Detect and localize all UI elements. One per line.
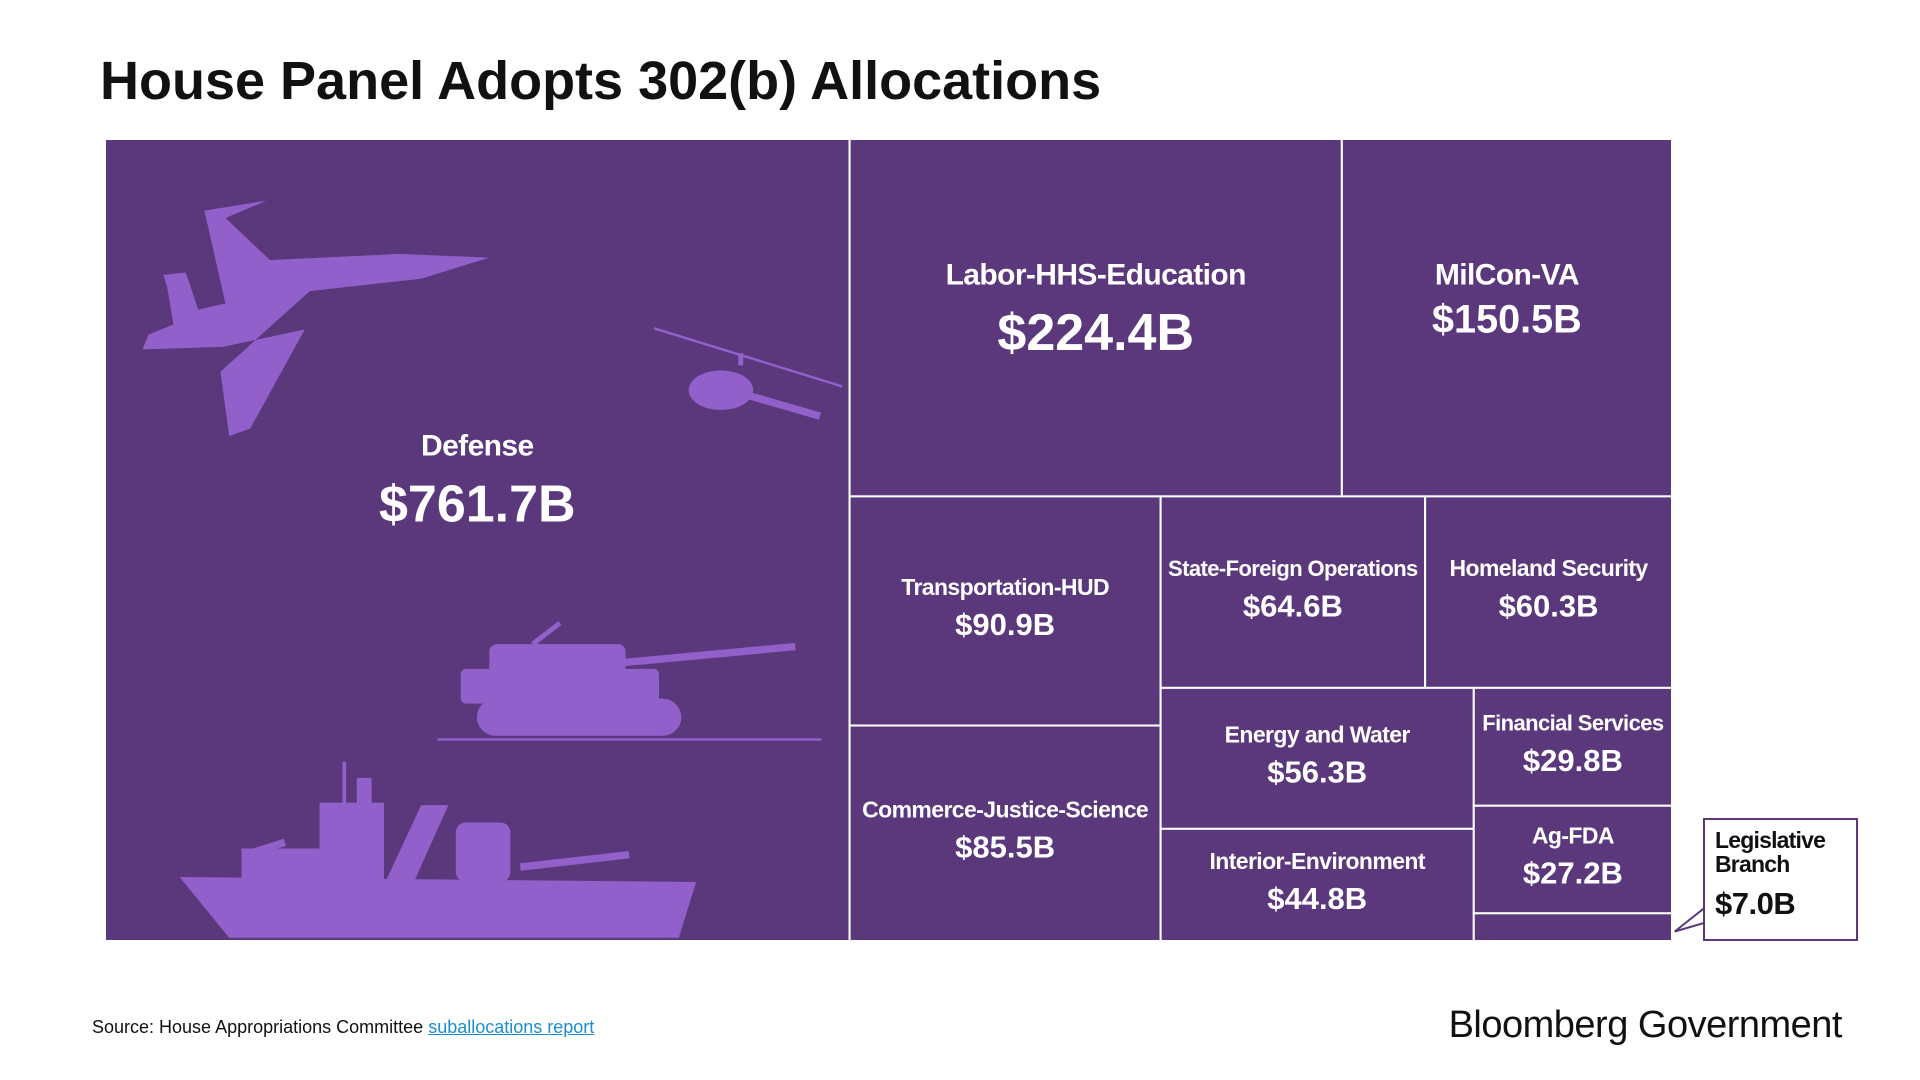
- callout-label: Legislative Branch: [1715, 827, 1826, 877]
- icons: [142, 200, 1706, 938]
- jet-icon: [142, 200, 490, 437]
- tile-label: Energy and Water: [1225, 721, 1411, 747]
- tile: [1472, 686, 1674, 807]
- tile-value: $85.5B: [955, 829, 1055, 864]
- tile-value: $224.4B: [997, 304, 1194, 362]
- tile-value: $64.6B: [1243, 588, 1343, 623]
- tile-value: $150.5B: [1432, 298, 1582, 342]
- brand: Bloomberg Government: [1448, 1004, 1843, 1046]
- tile-label: Defense: [421, 430, 534, 463]
- tile: [1472, 912, 1674, 942]
- callout-pointer: [1674, 905, 1706, 933]
- tank-icon: [437, 621, 822, 741]
- tile-value: $27.2B: [1523, 856, 1623, 891]
- tile-value: $29.8B: [1523, 743, 1623, 778]
- tile-label: Financial Services: [1482, 711, 1664, 736]
- tile-label: Interior-Environment: [1209, 848, 1425, 874]
- tiles: Defense $761.7B Labor-HHS-Education $224.4B…: [104, 138, 1674, 942]
- callout-value: $7.0B: [1715, 886, 1796, 921]
- tile-value: $90.9B: [955, 607, 1055, 642]
- tile: [1159, 686, 1475, 830]
- source-text: Source: House Appropriations Committee: [92, 1017, 424, 1037]
- tile-label: Labor-HHS-Education: [946, 259, 1246, 292]
- tile-label: Homeland Security: [1449, 555, 1648, 581]
- chart-title: House Panel Adopts 302(b) Allocations: [100, 51, 1102, 111]
- callout: Legislative Branch $7.0B: [1703, 818, 1858, 941]
- tile-label: MilCon-VA: [1435, 259, 1579, 292]
- tile-value: $56.3B: [1267, 755, 1367, 790]
- tile: [1159, 495, 1427, 689]
- tile-value: $60.3B: [1499, 588, 1599, 623]
- tile-label: State-Foreign Operations: [1168, 556, 1418, 581]
- tile: [1472, 804, 1674, 915]
- source-note: Source: House Appropriations Committee s…: [92, 1017, 594, 1038]
- tile-label: Transportation-HUD: [901, 574, 1109, 600]
- source-link[interactable]: suballocations report: [428, 1017, 595, 1037]
- tile-label: Commerce-Justice-Science: [862, 796, 1148, 822]
- tile-value: $44.8B: [1267, 881, 1367, 916]
- helicopter-icon: [653, 327, 843, 420]
- ship-icon: [179, 761, 697, 938]
- tile: [1424, 495, 1673, 689]
- tile-value: $761.7B: [379, 475, 576, 533]
- tile: [848, 495, 1162, 727]
- tile-label: Ag-FDA: [1532, 823, 1614, 849]
- tile: [1159, 827, 1475, 942]
- tile: [1340, 138, 1673, 498]
